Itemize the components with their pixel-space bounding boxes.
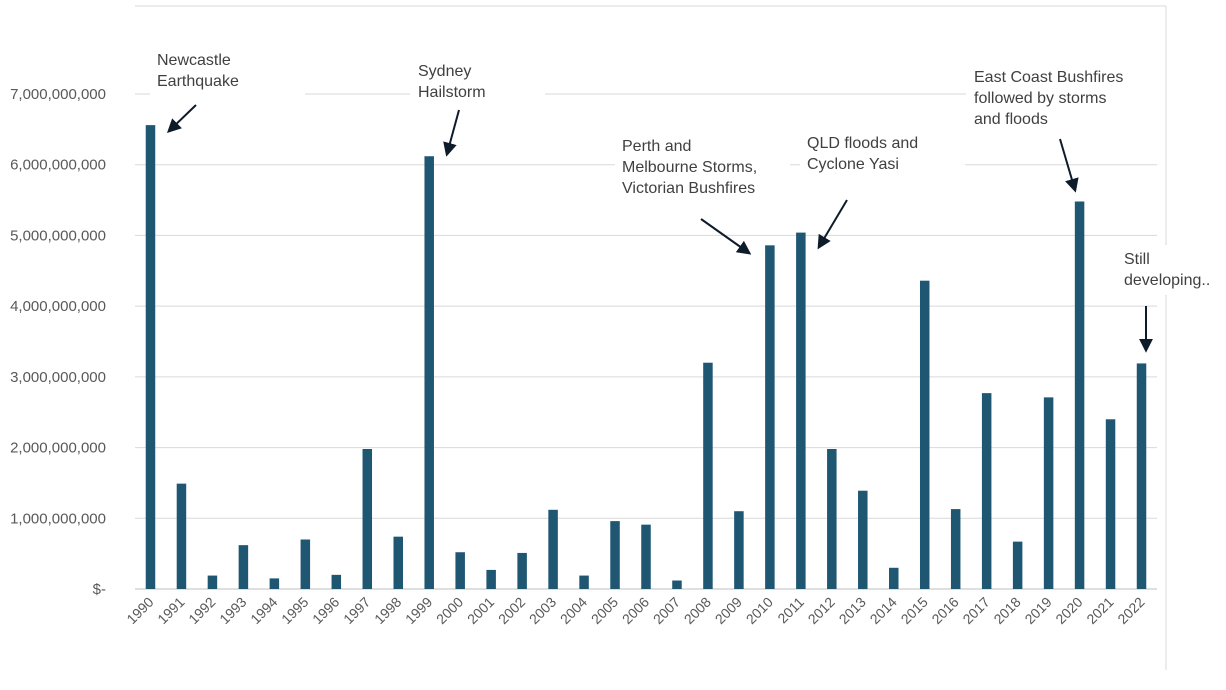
annotation-arrow xyxy=(443,109,460,157)
bar-2002 xyxy=(517,552,527,589)
bar-2004 xyxy=(579,575,589,589)
bar-1990 xyxy=(145,125,156,589)
bar-1993 xyxy=(238,545,249,589)
annotation-text: followed by storms xyxy=(974,90,1107,107)
annotation-background xyxy=(615,135,790,205)
annotation-text: Earthquake xyxy=(157,73,239,90)
bar-2000 xyxy=(455,552,465,589)
bar-2013 xyxy=(858,490,868,589)
annotation-arrow xyxy=(1059,138,1079,193)
annotation-text: QLD floods and xyxy=(807,135,918,152)
y-tick-label: 6,000,000,000 xyxy=(10,157,106,174)
y-tick-label: 3,000,000,000 xyxy=(10,369,106,386)
y-tick-label: 4,000,000,000 xyxy=(10,298,106,315)
annotation-text: and floods xyxy=(974,111,1048,128)
annotation-1990: Newcastle Earthquake xyxy=(150,48,305,133)
bar-1997 xyxy=(362,448,373,589)
bar-1996 xyxy=(331,574,342,589)
bar-2015 xyxy=(919,280,930,589)
bar-1995 xyxy=(300,539,311,589)
annotation-2022: Still developing.. xyxy=(1116,245,1226,353)
bar-2018 xyxy=(1012,541,1023,589)
bar-1992 xyxy=(207,575,218,589)
annotation-background xyxy=(410,60,545,110)
annotation-text: Victorian Bushfires xyxy=(622,180,755,197)
bar-2012 xyxy=(827,448,837,589)
bar-2021 xyxy=(1105,419,1116,589)
annotation-text: Melbourne Storms, xyxy=(622,159,757,176)
annotation-background xyxy=(1116,245,1226,295)
y-tick-label: 7,000,000,000 xyxy=(10,86,106,103)
bar-2022 xyxy=(1136,363,1147,589)
annotation-background xyxy=(150,48,305,98)
y-tick-label: $- xyxy=(93,581,106,598)
annotation-arrow xyxy=(817,199,848,250)
bar-1991 xyxy=(176,483,187,589)
annotation-text: Sydney xyxy=(418,63,471,80)
bar-2003 xyxy=(548,509,558,589)
bar-2019 xyxy=(1043,397,1054,589)
annotation-2010: Perth and Melbourne Storms, Victorian Bush… xyxy=(615,135,790,255)
annotation-2011: QLD floods and Cyclone Yasi xyxy=(800,132,965,250)
bar-1999 xyxy=(424,156,434,589)
y-axis-tick-labels: $- 1,000,000,000 2,000,000,000 3,000,000,00… xyxy=(10,86,106,598)
annotation-arrow xyxy=(166,104,197,133)
bar-2009 xyxy=(734,511,744,589)
annotation-background xyxy=(800,132,965,182)
bars xyxy=(145,125,1147,590)
y-tick-label: 1,000,000,000 xyxy=(10,510,106,527)
bar-2020 xyxy=(1074,201,1085,589)
annotation-text: developing.. xyxy=(1124,272,1210,289)
annotations: Newcastle Earthquake Sydney Hailstorm Perth … xyxy=(150,48,1226,353)
annotation-background xyxy=(966,66,1158,136)
bar-2006 xyxy=(641,524,651,589)
bar-2001 xyxy=(486,569,496,589)
bar-2008 xyxy=(703,362,713,589)
bar-2016 xyxy=(950,509,961,589)
annotation-text: Perth and xyxy=(622,138,691,155)
annotation-text: East Coast Bushfires xyxy=(974,69,1123,86)
annotation-text: Newcastle xyxy=(157,52,231,69)
y-tick-label: 2,000,000,000 xyxy=(10,440,106,457)
annotation-text: Hailstorm xyxy=(418,84,486,101)
bar-2007 xyxy=(672,580,682,589)
bar-2010 xyxy=(765,245,775,590)
annotation-text: Cyclone Yasi xyxy=(807,156,899,173)
annotation-text: Still xyxy=(1124,251,1150,268)
bar-1998 xyxy=(393,536,403,589)
annotation-arrow xyxy=(700,218,752,255)
bar-2011 xyxy=(796,232,806,589)
bar-2005 xyxy=(610,521,620,589)
bar-2017 xyxy=(981,393,992,589)
bar-2014 xyxy=(889,567,899,589)
annotation-2020: East Coast Bushfires followed by storms an… xyxy=(966,66,1158,193)
y-tick-label: 5,000,000,000 xyxy=(10,227,106,244)
annotation-1999: Sydney Hailstorm xyxy=(410,60,545,157)
bar-1994 xyxy=(269,578,280,589)
